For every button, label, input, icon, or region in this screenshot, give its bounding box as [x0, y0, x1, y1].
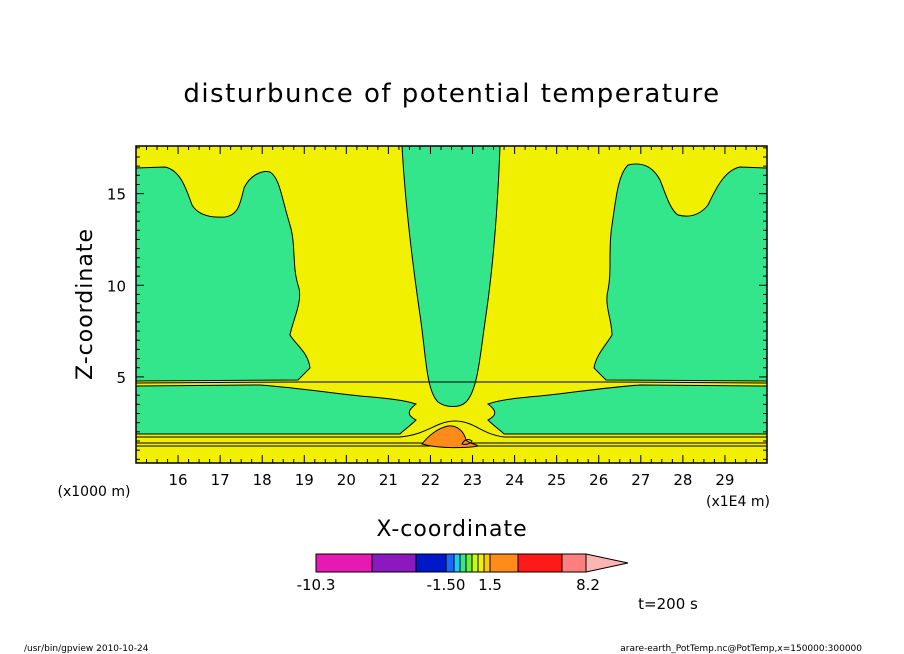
contour-region-left-upper [135, 166, 311, 382]
color-bar-segment [371, 553, 417, 573]
x-tick-label: 21 [379, 471, 398, 489]
color-bar-segment [315, 553, 373, 573]
contour-region-center-plume [401, 145, 501, 407]
color-bar-segment [489, 553, 519, 573]
x-tick-label: 24 [505, 471, 524, 489]
x-axis-title: X-coordinate [376, 517, 527, 542]
contour-region-right-upper [593, 163, 768, 382]
color-bar-segment [471, 553, 479, 573]
y-axis-ticks [136, 147, 767, 460]
color-bar-label-neg: -1.50 [427, 576, 466, 594]
color-bar-segment [415, 553, 447, 573]
x-tick-label: 19 [295, 471, 314, 489]
y-tick-label: 10 [107, 277, 126, 295]
color-bar-arrow [585, 553, 629, 573]
x-axis-ticks [135, 146, 768, 463]
plot-area: 16 17 18 19 20 21 22 23 24 25 26 27 28 29 5 10 15 [107, 145, 768, 489]
y-axis-tick-labels: 5 10 15 [107, 186, 126, 387]
x-tick-label: 25 [547, 471, 566, 489]
footer-left: /usr/bin/gpview 2010-10-24 [24, 644, 149, 654]
x-tick-label: 26 [589, 471, 608, 489]
x-tick-label: 20 [337, 471, 356, 489]
x-tick-label: 23 [463, 471, 482, 489]
contour-line-peak-inner [461, 439, 473, 445]
x-tick-label: 27 [631, 471, 650, 489]
x-tick-label: 17 [211, 471, 230, 489]
color-bar-segment [465, 553, 473, 573]
color-bar-segment [445, 553, 455, 573]
x-axis-tick-labels: 16 17 18 19 20 21 22 23 24 25 26 27 28 29 [169, 471, 735, 489]
contour-line-gap [135, 381, 768, 384]
color-bar-label-pos: 1.5 [478, 576, 502, 594]
color-bar [315, 553, 629, 573]
footer-right: arare-earth_PotTemp.nc@PotTemp,x=150000:… [620, 644, 862, 654]
contour-region-left-lower [135, 384, 418, 435]
y-axis-unit-label: (x1000 m) [58, 484, 131, 500]
time-label: t=200 s [638, 595, 698, 613]
x-axis-unit-label: (x1E4 m) [706, 494, 770, 510]
color-bar-labels: -10.3 -1.50 1.5 8.2 [297, 576, 600, 594]
x-tick-label: 16 [169, 471, 188, 489]
x-tick-label: 18 [253, 471, 272, 489]
color-bar-label-min: -10.3 [297, 576, 336, 594]
color-bar-segment [453, 553, 461, 573]
y-axis-title: Z-coordinate [73, 228, 98, 380]
color-bar-label-max: 8.2 [576, 576, 600, 594]
color-bar-segment [483, 553, 491, 573]
color-bar-segment [459, 553, 467, 573]
y-tick-label: 5 [116, 369, 126, 387]
x-tick-label: 28 [673, 471, 692, 489]
color-bar-segment [517, 553, 563, 573]
y-tick-label: 15 [107, 186, 126, 204]
x-tick-label: 29 [715, 471, 734, 489]
contour-line-lower-1 [136, 420, 767, 438]
contour-region-right-lower [486, 384, 768, 435]
color-bar-segment [477, 553, 485, 573]
color-bar-segment [561, 553, 587, 573]
x-tick-label: 22 [421, 471, 440, 489]
chart-title: disturbunce of potential temperature [183, 79, 720, 109]
